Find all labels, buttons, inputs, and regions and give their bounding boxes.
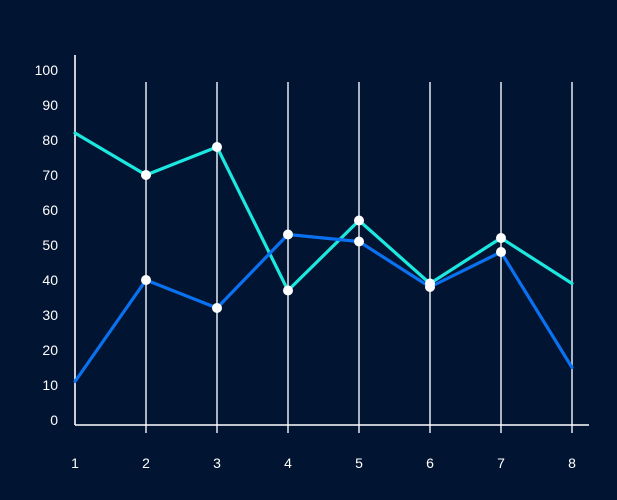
x-tick-label: 8 xyxy=(568,455,576,471)
data-point-series-1 xyxy=(212,142,222,152)
series-line-1 xyxy=(73,131,574,293)
x-tick-label: 7 xyxy=(497,455,505,471)
y-tick-label: 20 xyxy=(42,342,58,358)
y-tick-label: 10 xyxy=(42,377,58,393)
x-tick-label: 5 xyxy=(355,455,363,471)
y-tick-label: 80 xyxy=(42,132,58,148)
y-tick-label: 50 xyxy=(42,237,58,253)
x-tick-label: 1 xyxy=(71,455,79,471)
x-tick-label: 3 xyxy=(213,455,221,471)
data-point-series-2 xyxy=(496,247,506,257)
series-line-2 xyxy=(73,232,574,384)
grid-lines xyxy=(145,82,573,433)
y-tick-label: 30 xyxy=(42,307,58,323)
data-point-series-1 xyxy=(283,285,293,296)
x-tick-label: 6 xyxy=(426,455,434,471)
y-tick-label: 60 xyxy=(42,202,58,218)
series-lines xyxy=(73,131,574,384)
y-tick-label: 100 xyxy=(35,62,59,78)
data-point-series-2 xyxy=(212,303,222,313)
x-tick-label: 4 xyxy=(284,455,292,471)
data-point-series-1 xyxy=(141,170,151,180)
data-point-series-2 xyxy=(141,275,151,285)
data-point-series-1 xyxy=(354,215,364,226)
y-tick-label: 40 xyxy=(42,272,58,288)
y-tick-label: 90 xyxy=(42,97,58,113)
y-tick-label: 70 xyxy=(42,167,58,183)
axes xyxy=(74,55,589,426)
tick-labels: 0 10 20 30 40 50 60 70 80 90 100 1 2 3 4 5 6 7 8 xyxy=(35,62,576,471)
data-point-series-2 xyxy=(354,236,364,247)
data-point-series-2 xyxy=(283,229,293,240)
y-tick-label: 0 xyxy=(50,412,58,428)
data-point-series-1 xyxy=(496,233,506,243)
x-tick-label: 2 xyxy=(142,455,150,471)
data-point-series-2 xyxy=(425,282,435,292)
series-markers xyxy=(141,142,506,313)
